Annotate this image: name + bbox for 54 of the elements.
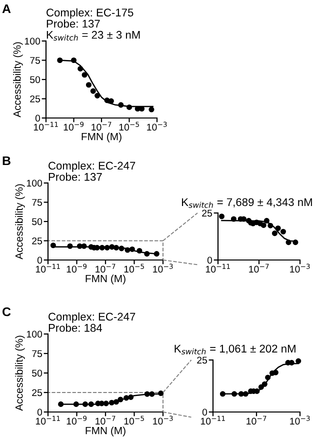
x-tick-label: 10$^{−3}$ [153,416,173,425]
y-tick-label: 0 [202,408,208,416]
x-tick-label: 10$^{−9}$ [66,416,87,425]
y-tick-label: 25 [30,95,40,102]
y-tick-label: 25 [32,389,42,396]
x-axis-title: FMN (M) [86,426,126,436]
y-tick-label: 0 [37,408,42,416]
y-tick-label: 50 [32,218,42,226]
y-tick-label: 100 [24,38,40,45]
y-tick-label: 75 [32,350,42,358]
y-tick-label: 100 [26,180,42,187]
text: B [2,156,10,166]
y-tick-label: 100 [26,330,42,338]
y-tick-label: 50 [30,76,40,84]
x-tick-label: 10$^{−3}$ [290,416,310,425]
chart-title: K$_{switch}$ = 1,061 ± 202 nM [174,344,296,354]
y-axis-title: Accessibility (%) [15,336,25,411]
x-axis-title: FMN (M) [82,132,122,142]
x-tick-label: 10$^{−3}$ [290,264,310,273]
y-tick-label: 0 [37,256,42,264]
x-tick-label: 10$^{−11}$ [36,264,60,273]
x-tick-label: 10$^{−11}$ [200,416,225,425]
x-tick-label: 10$^{−9}$ [64,122,84,131]
y-tick-label: 0 [35,114,40,122]
chart-title: K$_{switch}$ = 7,689 ± 4,343 nM [182,198,312,208]
x-tick-label: 10$^{−3}$ [147,122,167,131]
chart-title: Complex: EC-175 Probe: 137 K$_{switch}$ = 23 ± 3 nM [46,8,140,41]
y-tick-label: 25 [197,356,208,364]
x-tick-label: 10$^{−3}$ [153,264,173,273]
y-tick-label: 50 [32,370,42,377]
text: A [2,4,11,14]
x-tick-label: 10$^{−11}$ [206,264,230,273]
y-tick-label: 25 [202,210,212,217]
x-tick-label: 10$^{−5}$ [124,264,144,273]
x-tick-label: 10$^{−9}$ [66,264,87,273]
x-tick-label: 10$^{−7}$ [96,416,116,425]
y-tick-label: 25 [32,237,42,244]
y-tick-label: 75 [32,199,42,206]
y-tick-label: 0 [207,256,212,264]
y-axis-title: Accessibility (%) [15,184,25,260]
y-axis-title: Accessibility (%) [13,42,23,118]
x-tick-label: 10$^{−11}$ [34,122,58,131]
x-tick-label: 10$^{−11}$ [36,416,60,425]
text: C [2,307,11,316]
x-tick-label: 10$^{−7}$ [96,264,116,273]
x-axis-title: FMN (M) [86,274,126,284]
x-tick-label: 10$^{−5}$ [119,122,139,131]
chart-title: Complex: EC-247 Probe: 137 [48,161,136,181]
y-tick-label: 75 [30,57,40,64]
x-tick-label: 10$^{−7}$ [249,264,269,273]
x-tick-label: 10$^{−7}$ [92,122,112,131]
chart-title: Complex: EC-247 Probe: 184 [48,312,136,332]
x-tick-label: 10$^{−5}$ [124,416,144,425]
x-tick-label: 10$^{−7}$ [246,416,266,425]
